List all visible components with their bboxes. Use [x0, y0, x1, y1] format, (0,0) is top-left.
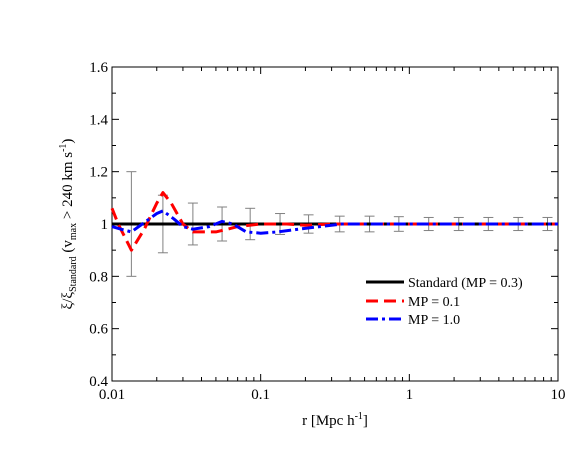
legend-label-mp-1-0: MP = 1.0: [408, 313, 460, 328]
x-tick-label: 1: [406, 387, 414, 403]
legend-label-mp-0-1: MP = 0.1: [408, 295, 460, 310]
y-tick-label: 1: [101, 217, 109, 233]
x-tick-label: 10: [551, 387, 566, 403]
y-tick-label: 0.6: [89, 322, 108, 338]
series-line-mp-0-1: [110, 191, 558, 252]
y-tick-label: 0.8: [89, 269, 108, 285]
series-line-mp-1-0: [111, 209, 558, 235]
x-tick-labels: 0.01 0.1 1 10: [99, 387, 566, 403]
y-tick-labels: 0.4 0.6 0.8 1 1.2 1.4 1.6: [89, 60, 108, 390]
y-tick-label: 1.6: [89, 60, 108, 76]
error-bars: [126, 171, 553, 277]
y-axis-title: ξ/ξStandard (vmax > 240 km s-1): [58, 139, 79, 310]
y-tick-label: 1.2: [89, 165, 108, 181]
x-tick-label: 0.1: [251, 387, 270, 403]
legend: Standard (MP = 0.3) MP = 0.1 MP = 1.0: [366, 276, 523, 328]
x-tick-label: 0.01: [99, 387, 125, 403]
y-tick-label: 1.4: [89, 112, 108, 128]
legend-label-standard: Standard (MP = 0.3): [408, 276, 523, 291]
series-lines: [110, 191, 558, 252]
x-axis-title: r [Mpc h-1]: [302, 411, 368, 429]
y-tick-label: 0.4: [89, 374, 108, 390]
